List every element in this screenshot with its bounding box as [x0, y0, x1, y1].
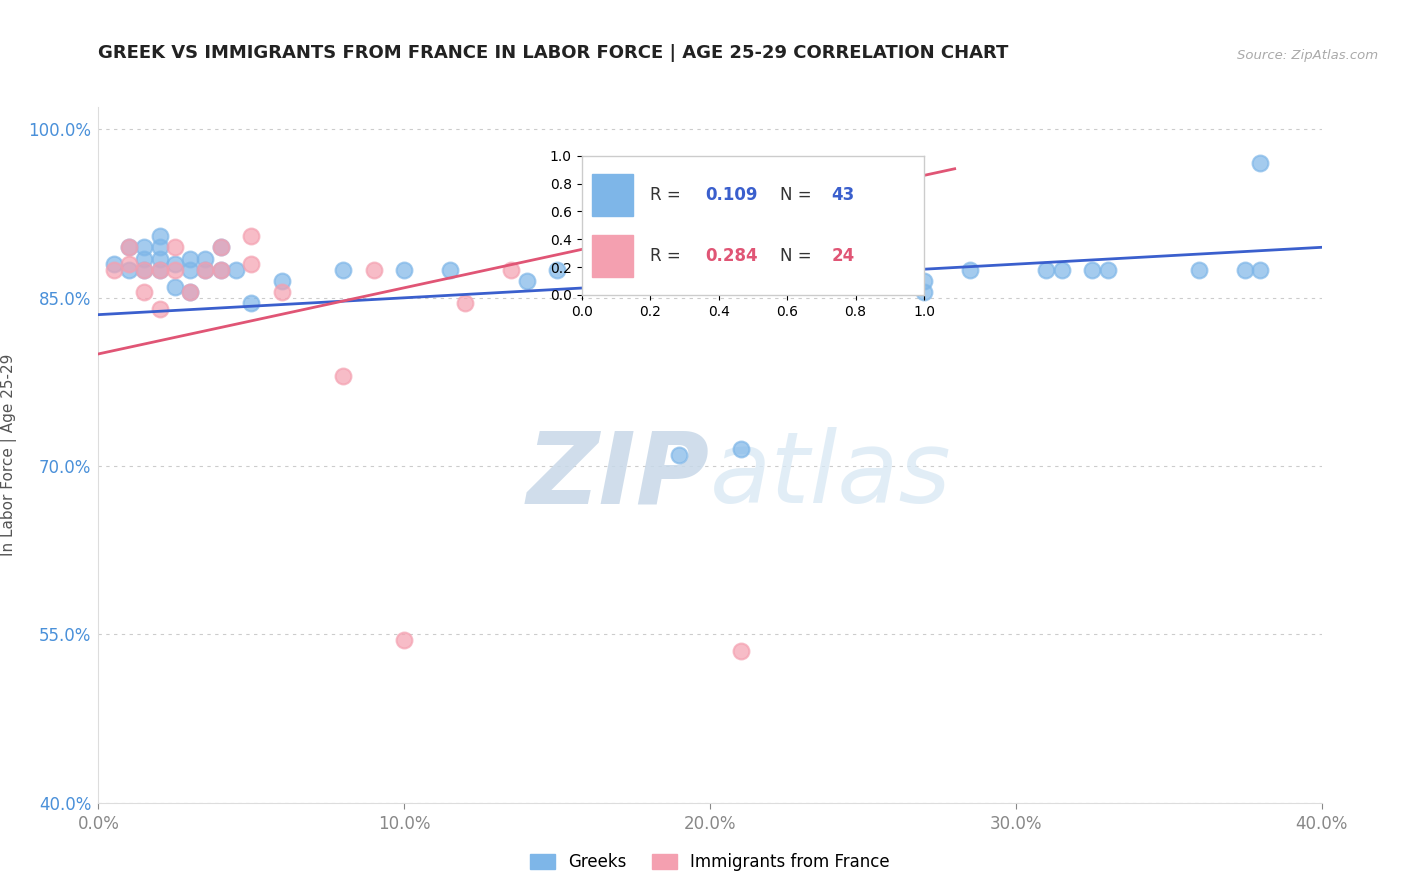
Point — [592, 262, 614, 277]
Point — [1035, 262, 1057, 277]
Y-axis label: In Labor Force | Age 25-29: In Labor Force | Age 25-29 — [1, 354, 17, 556]
Point — [225, 262, 247, 277]
Point — [179, 285, 201, 300]
Point — [270, 285, 292, 300]
Point — [118, 257, 141, 271]
Point — [163, 262, 186, 277]
Point — [134, 262, 156, 277]
Point — [209, 262, 232, 277]
Point — [363, 262, 385, 277]
Point — [1097, 262, 1119, 277]
Point — [516, 274, 538, 288]
Point — [745, 262, 768, 277]
Point — [668, 448, 690, 462]
Point — [1249, 262, 1271, 277]
Point — [134, 240, 156, 254]
Point — [392, 262, 416, 277]
Point — [149, 252, 172, 266]
Point — [1081, 262, 1104, 277]
Point — [149, 229, 172, 244]
Text: ZIP: ZIP — [527, 427, 710, 524]
Point — [730, 442, 752, 457]
Point — [163, 279, 186, 293]
Point — [209, 240, 232, 254]
Point — [1188, 262, 1211, 277]
Point — [134, 262, 156, 277]
Point — [149, 301, 172, 316]
Point — [439, 262, 461, 277]
Text: Source: ZipAtlas.com: Source: ZipAtlas.com — [1237, 49, 1378, 62]
Point — [149, 240, 172, 254]
Text: GREEK VS IMMIGRANTS FROM FRANCE IN LABOR FORCE | AGE 25-29 CORRELATION CHART: GREEK VS IMMIGRANTS FROM FRANCE IN LABOR… — [98, 45, 1008, 62]
Point — [501, 262, 523, 277]
Point — [179, 285, 201, 300]
Point — [163, 257, 186, 271]
Point — [1050, 262, 1073, 277]
Point — [332, 369, 354, 384]
Point — [240, 257, 263, 271]
Point — [332, 262, 354, 277]
Point — [623, 223, 645, 237]
Point — [163, 240, 186, 254]
Point — [194, 262, 217, 277]
Point — [1234, 262, 1257, 277]
Point — [912, 285, 935, 300]
Point — [103, 262, 125, 277]
Point — [868, 262, 890, 277]
Point — [103, 257, 125, 271]
Point — [1249, 156, 1271, 170]
Point — [118, 240, 141, 254]
Point — [454, 296, 477, 310]
Point — [897, 262, 920, 277]
Point — [209, 262, 232, 277]
Point — [118, 240, 141, 254]
Legend: Greeks, Immigrants from France: Greeks, Immigrants from France — [523, 847, 897, 878]
Point — [179, 262, 201, 277]
Point — [194, 262, 217, 277]
Point — [546, 262, 568, 277]
Point — [392, 633, 416, 648]
Point — [134, 252, 156, 266]
Point — [179, 252, 201, 266]
Point — [149, 262, 172, 277]
Point — [240, 229, 263, 244]
Point — [959, 262, 981, 277]
Point — [134, 285, 156, 300]
Point — [209, 240, 232, 254]
Point — [730, 644, 752, 658]
Point — [270, 274, 292, 288]
Point — [118, 262, 141, 277]
Point — [240, 296, 263, 310]
Point — [149, 262, 172, 277]
Text: atlas: atlas — [710, 427, 952, 524]
Point — [912, 274, 935, 288]
Point — [194, 252, 217, 266]
